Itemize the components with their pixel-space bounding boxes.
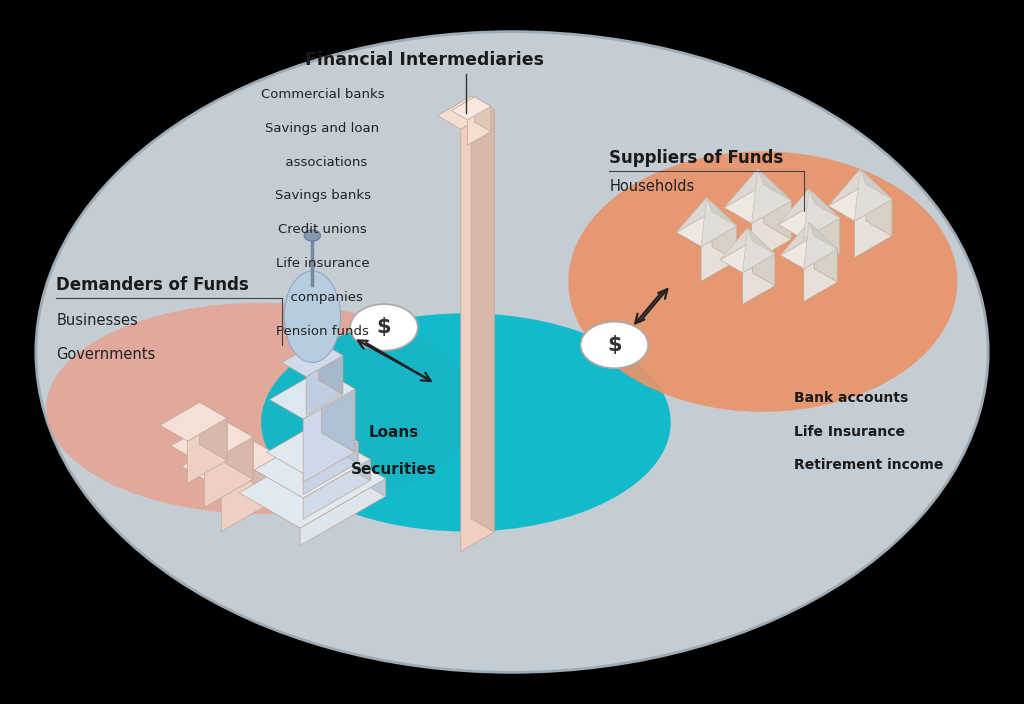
Polygon shape: [720, 228, 753, 260]
Polygon shape: [804, 222, 838, 269]
Polygon shape: [303, 459, 371, 520]
Polygon shape: [724, 184, 792, 223]
Polygon shape: [778, 189, 814, 225]
Polygon shape: [742, 254, 775, 305]
Polygon shape: [303, 389, 355, 482]
Polygon shape: [221, 456, 280, 532]
Text: Financial Intermediaries: Financial Intermediaries: [305, 51, 545, 69]
Polygon shape: [809, 189, 840, 218]
Polygon shape: [707, 197, 736, 226]
Polygon shape: [282, 341, 343, 377]
Polygon shape: [160, 403, 227, 441]
Polygon shape: [269, 370, 355, 419]
Ellipse shape: [36, 32, 988, 672]
Polygon shape: [187, 418, 227, 483]
Circle shape: [350, 304, 418, 351]
Polygon shape: [677, 197, 712, 232]
Text: $: $: [377, 318, 391, 337]
Polygon shape: [322, 370, 355, 453]
Text: Pension funds: Pension funds: [276, 325, 369, 337]
Polygon shape: [306, 356, 343, 415]
Polygon shape: [701, 226, 736, 282]
Polygon shape: [461, 110, 495, 551]
Polygon shape: [753, 241, 775, 286]
Text: companies: companies: [283, 291, 362, 303]
Polygon shape: [240, 444, 385, 528]
Text: Retirement income: Retirement income: [794, 458, 943, 472]
Text: Life insurance: Life insurance: [275, 257, 370, 270]
Polygon shape: [303, 442, 358, 495]
Polygon shape: [724, 169, 764, 208]
Polygon shape: [701, 197, 736, 246]
Polygon shape: [471, 96, 495, 532]
Text: Securities: Securities: [351, 462, 437, 477]
Polygon shape: [866, 184, 892, 236]
Polygon shape: [804, 189, 840, 239]
Polygon shape: [254, 431, 371, 498]
Ellipse shape: [568, 151, 957, 412]
Polygon shape: [742, 228, 775, 272]
Polygon shape: [677, 212, 736, 246]
Polygon shape: [804, 249, 838, 301]
Polygon shape: [780, 222, 814, 256]
Text: Bank accounts: Bank accounts: [794, 391, 908, 405]
Polygon shape: [300, 479, 385, 546]
Polygon shape: [205, 437, 253, 508]
Polygon shape: [828, 184, 892, 221]
Polygon shape: [804, 218, 840, 275]
Text: Life Insurance: Life Insurance: [794, 425, 904, 439]
Text: Loans: Loans: [369, 425, 420, 441]
Polygon shape: [475, 97, 490, 132]
Polygon shape: [854, 199, 892, 258]
Polygon shape: [171, 417, 253, 465]
Polygon shape: [780, 236, 838, 269]
Polygon shape: [720, 241, 775, 272]
Polygon shape: [181, 433, 280, 489]
Text: Savings and loan: Savings and loan: [265, 122, 380, 134]
Circle shape: [581, 322, 648, 368]
Polygon shape: [200, 403, 227, 460]
Polygon shape: [322, 421, 358, 463]
Text: Savings banks: Savings banks: [274, 189, 371, 202]
Polygon shape: [452, 97, 490, 120]
Polygon shape: [814, 203, 840, 253]
Polygon shape: [778, 203, 840, 239]
Ellipse shape: [46, 303, 476, 514]
Polygon shape: [860, 169, 892, 199]
Text: Households: Households: [609, 179, 694, 194]
Polygon shape: [240, 433, 280, 498]
Polygon shape: [758, 169, 792, 201]
Polygon shape: [752, 169, 792, 223]
Text: Credit unions: Credit unions: [279, 223, 367, 236]
Polygon shape: [325, 444, 385, 496]
Ellipse shape: [261, 313, 671, 532]
Polygon shape: [266, 421, 358, 474]
Polygon shape: [712, 212, 736, 261]
Polygon shape: [748, 228, 775, 254]
Polygon shape: [219, 417, 253, 479]
Polygon shape: [854, 169, 892, 221]
Polygon shape: [467, 106, 490, 145]
Circle shape: [304, 230, 321, 241]
Text: Suppliers of Funds: Suppliers of Funds: [609, 149, 783, 168]
Text: $: $: [607, 335, 622, 355]
Polygon shape: [318, 341, 343, 394]
Polygon shape: [437, 96, 495, 129]
Text: associations: associations: [278, 156, 368, 168]
Polygon shape: [809, 222, 838, 249]
Polygon shape: [322, 431, 371, 480]
Text: Businesses: Businesses: [56, 313, 138, 328]
Text: Commercial banks: Commercial banks: [261, 88, 384, 101]
Ellipse shape: [284, 271, 340, 363]
Polygon shape: [764, 184, 792, 239]
Polygon shape: [814, 236, 838, 282]
Polygon shape: [828, 169, 866, 206]
Text: Demanders of Funds: Demanders of Funds: [56, 276, 249, 294]
Polygon shape: [752, 201, 792, 262]
Text: Governments: Governments: [56, 347, 156, 362]
